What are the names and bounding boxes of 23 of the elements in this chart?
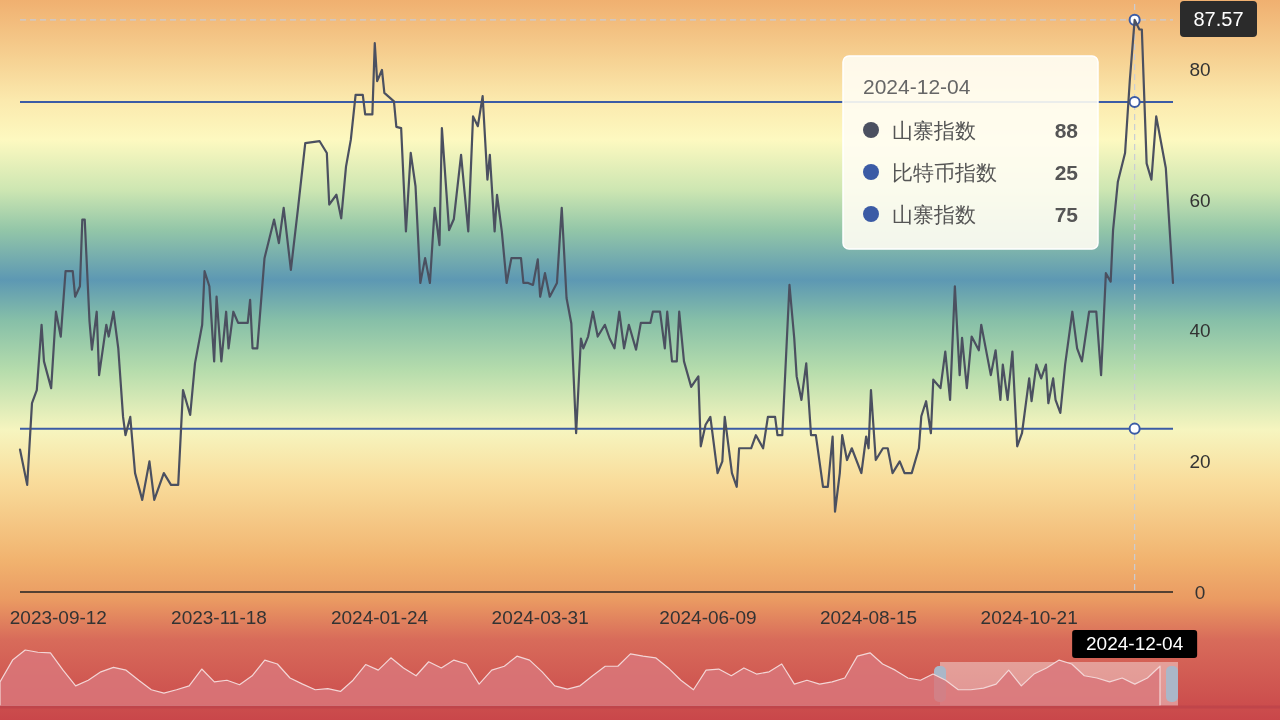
x-tick-label: 2024-06-09 — [659, 607, 757, 628]
y-tick-label: 20 — [1189, 450, 1211, 472]
x-tick-label: 2024-10-21 — [980, 607, 1078, 628]
legend-title: 2024-12-04 — [863, 75, 971, 98]
ref-line-label: 87.57 — [1193, 7, 1244, 30]
legend-label: 山寨指数 — [892, 203, 976, 226]
y-tick-label: 80 — [1189, 58, 1211, 80]
annotation: 75 — [1054, 203, 1079, 226]
annotation: 25 — [1054, 161, 1079, 184]
point — [1128, 95, 1141, 109]
x-tick-label: 2024-01-24 — [330, 607, 429, 628]
y-tick-label: 60 — [1189, 189, 1211, 211]
point — [1128, 422, 1141, 435]
legend-label: 山寨指数 — [892, 119, 976, 142]
x-tick-label: 2024-03-31 — [491, 607, 589, 628]
y-tick-label: 0 — [1194, 581, 1206, 603]
annotation: 88 — [1054, 119, 1079, 142]
y-tick-label: 40 — [1189, 320, 1211, 342]
legend-label: 比特币指数 — [892, 161, 997, 184]
ref-line-label: 2024-12-04 — [1086, 633, 1184, 654]
x-tick-label: 2023-11-18 — [171, 607, 267, 628]
x-tick-label: 2023-09-12 — [9, 607, 107, 628]
x-tick-label: 2024-08-15 — [819, 607, 918, 628]
